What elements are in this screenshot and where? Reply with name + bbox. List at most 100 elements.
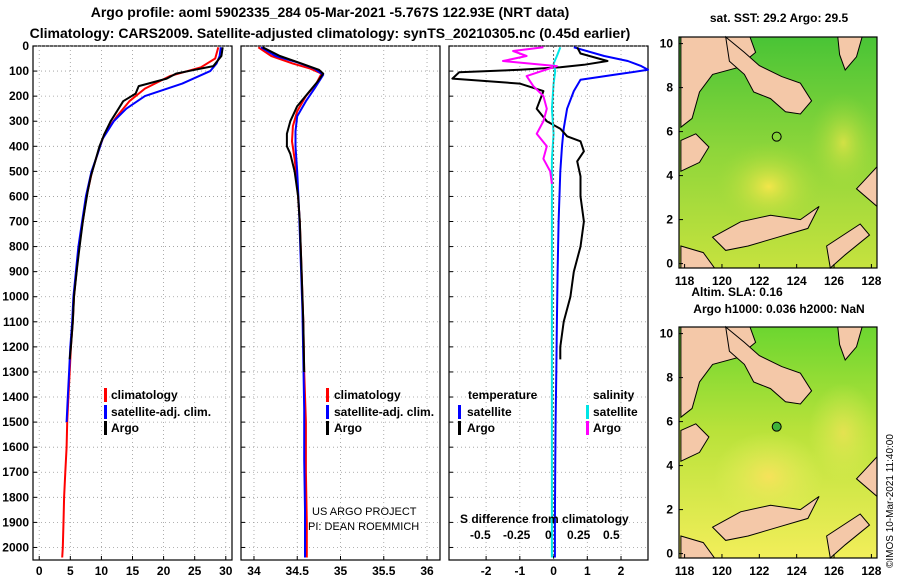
- map-ytick-label: 8: [666, 81, 673, 95]
- legend-swatch-climatology: [326, 388, 329, 402]
- xtick-label: 34: [247, 564, 261, 578]
- map-ytick-label: 8: [666, 371, 673, 385]
- map-field-anomaly: [808, 382, 879, 483]
- argo-position-marker: [771, 131, 782, 142]
- map-xtick-label: 126: [824, 274, 844, 288]
- ytick-label: 700: [9, 215, 29, 229]
- map-xtick-label: 118: [675, 274, 695, 288]
- s-diff-tick: 0.5: [603, 528, 620, 542]
- map-ytick-label: 6: [666, 415, 673, 429]
- map-field-anomaly: [808, 92, 879, 193]
- xtick-label: 36: [420, 564, 434, 578]
- map-ytick-label: 10: [660, 37, 674, 51]
- map-xtick-label: 122: [749, 274, 769, 288]
- xtick-label: -1: [514, 564, 525, 578]
- ytick-label: 1800: [2, 490, 29, 504]
- difference-legend: temperature salinity satellite Argo sate…: [458, 388, 638, 435]
- xtick-label: 35: [334, 564, 348, 578]
- sla-map-title: Altim. SLA: 0.16: [691, 285, 783, 299]
- land-polygon: [725, 35, 813, 115]
- legend-label-t-argo: Argo: [467, 421, 495, 435]
- ytick-label: 800: [9, 240, 29, 254]
- credit-pi: PI: DEAN ROEMMICH: [308, 521, 419, 533]
- land-polygon: [826, 223, 871, 269]
- xtick-label: 0: [36, 564, 43, 578]
- legend-label-satellite: satellite-adj. clim.: [111, 405, 211, 419]
- land-polygon: [680, 133, 710, 172]
- difference-panel: -2-1012T difference from climatology: [448, 45, 649, 580]
- sla-map-subtitle: Argo h1000: 0.036 h2000: NaN: [693, 302, 864, 316]
- map-ytick-label: 10: [660, 327, 674, 341]
- map-xtick-label: 126: [824, 564, 844, 578]
- ytick-label: 0: [22, 39, 29, 53]
- argo-position-marker: [771, 421, 782, 432]
- sst-map-title: sat. SST: 29.2 Argo: 29.5: [710, 11, 849, 25]
- xtick-label: -2: [481, 564, 492, 578]
- s-diff-tick: 0.25: [567, 528, 591, 542]
- legend-label-satellite: satellite-adj. clim.: [334, 405, 434, 419]
- map-ytick-label: 4: [666, 169, 673, 183]
- map-field-anomaly: [713, 431, 824, 522]
- series-line-Argo: [68, 47, 224, 360]
- s-diff-tick: 0: [545, 528, 552, 542]
- series-line-salinity-Argo: [502, 46, 558, 185]
- land-polygon: [826, 513, 871, 559]
- xtick-label: 34.5: [286, 564, 310, 578]
- map-ytick-label: 6: [666, 125, 673, 139]
- map-xtick-label: 128: [861, 274, 881, 288]
- legend-label-t-satellite: satellite: [467, 405, 512, 419]
- map-ytick-label: 0: [666, 547, 673, 561]
- xtick-label: 35.5: [372, 564, 396, 578]
- legend-label-climatology: climatology: [334, 388, 401, 402]
- plot-frame: [448, 45, 649, 561]
- legend-label-s-satellite: satellite: [593, 405, 638, 419]
- temperature-legend: climatology satellite-adj. clim. Argo: [104, 388, 211, 435]
- ytick-label: 1900: [2, 515, 29, 529]
- legend-swatch-argo: [104, 421, 107, 435]
- legend-swatch-climatology: [104, 388, 107, 402]
- series-line-Argo: [262, 46, 325, 373]
- xtick-label: 10: [95, 564, 109, 578]
- legend-label-s-argo: Argo: [593, 421, 621, 435]
- xtick-label: 20: [157, 564, 171, 578]
- map-ytick-label: 2: [666, 213, 673, 227]
- map-xtick-label: 120: [712, 274, 732, 288]
- map-field-anomaly: [713, 141, 824, 232]
- land-polygon: [711, 205, 820, 251]
- land-polygon: [680, 423, 710, 462]
- xtick-label: 5: [67, 564, 74, 578]
- ytick-label: 1100: [3, 315, 29, 329]
- legend-swatch-satellite: [326, 405, 329, 419]
- chart-title-line2: Climatology: CARS2009. Satellite-adjuste…: [29, 25, 631, 41]
- map-ytick-label: 0: [666, 257, 673, 271]
- series-line-temperature-satellite: [553, 46, 649, 558]
- ytick-label: 1600: [2, 440, 29, 454]
- chart-title-line1: Argo profile: aoml 5902335_284 05-Mar-20…: [90, 4, 570, 20]
- xtick-label: 15: [126, 564, 140, 578]
- map-frame: [678, 36, 878, 269]
- temperature-panel: 0 5 10 15 20 25 300100200300400500600700800900…: [2, 39, 232, 580]
- xtick-label: 25: [188, 564, 202, 578]
- xtick-label: 1: [584, 564, 591, 578]
- ytick-label: 1000: [2, 290, 29, 304]
- legend-title-temperature: temperature: [468, 388, 538, 402]
- ytick-label: 400: [9, 139, 29, 153]
- sla-map: 118 120 122 124 126 128 0 2 4 6 8 10: [660, 325, 882, 578]
- legend-label-climatology: climatology: [111, 388, 178, 402]
- map-xtick-label: 118: [675, 564, 695, 578]
- xtick-label: 0: [550, 564, 557, 578]
- xtick-label: 30: [219, 564, 233, 578]
- s-diff-tick: -0.25: [503, 528, 531, 542]
- credit-project: US ARGO PROJECT: [312, 506, 417, 518]
- map-frame: [678, 326, 878, 559]
- ytick-label: 1400: [2, 390, 29, 404]
- land-polygon: [725, 325, 813, 405]
- legend-label-argo: Argo: [334, 421, 362, 435]
- ytick-label: 900: [9, 265, 29, 279]
- s-diff-tick: -0.5: [470, 528, 491, 542]
- map-xtick-label: 122: [749, 564, 769, 578]
- sst-map: 118 120 122 124 126 128 0 2 4 6 8 10: [660, 35, 882, 288]
- series-line-salinity-satellite: [550, 46, 562, 558]
